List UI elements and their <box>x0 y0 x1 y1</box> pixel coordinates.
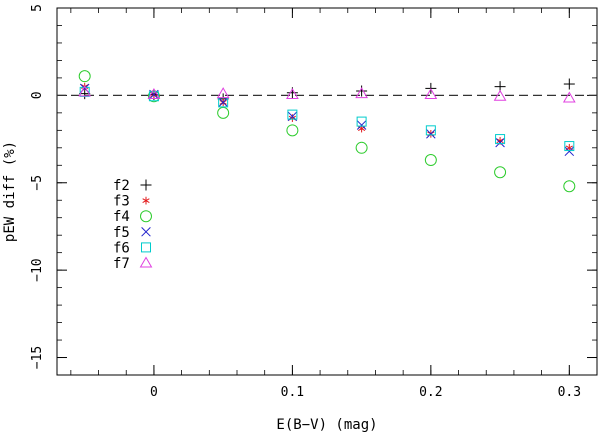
minor-ticks <box>57 7 598 376</box>
data-point-f7 <box>355 87 368 99</box>
legend-marker-f7 <box>139 256 153 268</box>
marker-shape <box>495 134 506 145</box>
legend-marker-f2 <box>140 179 152 191</box>
data-point-f7 <box>424 88 438 100</box>
legend-label-f5: f5 <box>113 225 130 241</box>
data-point-f7 <box>216 87 230 99</box>
marker-shape <box>562 91 576 103</box>
legend-label-f4: f4 <box>113 209 130 225</box>
marker-shape <box>287 109 298 120</box>
legend-label-f2: f2 <box>113 178 130 194</box>
y-tick-label: −5 <box>30 175 45 191</box>
marker-stroke <box>426 129 436 139</box>
marker-shape <box>356 116 367 127</box>
y-tick-label: 0 <box>30 91 45 99</box>
y-tick-label: −10 <box>30 258 45 281</box>
data-point-f7 <box>78 85 92 97</box>
major-ticks <box>57 7 597 375</box>
marker-stroke <box>564 146 575 157</box>
data-point-f5 <box>218 97 228 108</box>
legend-marker-f6 <box>141 242 151 253</box>
marker-stroke <box>496 138 504 144</box>
y-axis-label: pEW diff (%) <box>2 141 18 242</box>
marker-stroke <box>356 120 367 130</box>
data-point-f4 <box>563 180 576 193</box>
x-tick-label: 0.3 <box>558 385 581 400</box>
data-point-f5 <box>426 129 436 139</box>
marker-shape <box>424 154 437 167</box>
x-tick-label: 0 <box>150 385 158 400</box>
plot-frame <box>56 7 598 376</box>
legend-marker-f4 <box>140 210 152 223</box>
data-point-f6 <box>425 125 436 136</box>
data-point-f4 <box>147 90 160 103</box>
marker-shape <box>425 125 436 136</box>
marker-shape <box>78 85 92 97</box>
marker-shape <box>140 210 152 223</box>
data-point-f4 <box>355 141 368 154</box>
tick-labels: 0 0.1 0.2 0.3 5 0 −5 −10 −15 <box>30 4 581 400</box>
data-point-f5 <box>356 120 367 130</box>
marker-shape <box>563 180 576 193</box>
data-point-f6 <box>287 109 298 120</box>
data-points <box>78 70 576 193</box>
plot-border <box>56 7 598 376</box>
legend-label-f7: f7 <box>113 256 130 272</box>
legend-marker-f5 <box>141 227 151 237</box>
marker-shape <box>564 141 575 152</box>
legend-label-f3: f3 <box>113 194 130 210</box>
marker-shape <box>355 87 368 99</box>
marker-shape <box>493 89 507 101</box>
data-point-f6 <box>495 134 506 145</box>
marker-shape <box>286 88 299 100</box>
marker-shape <box>216 87 230 99</box>
data-point-f2 <box>563 78 575 90</box>
data-point-f4 <box>217 106 230 119</box>
data-point-f7 <box>562 91 576 103</box>
legend-marker-f3 <box>142 196 150 205</box>
marker-shape <box>494 166 507 179</box>
y-tick-label: −15 <box>30 346 45 369</box>
marker-shape <box>141 242 151 253</box>
marker-shape <box>147 90 160 103</box>
marker-shape <box>424 88 438 100</box>
y-tick-label: 5 <box>30 4 45 12</box>
data-point-f5 <box>495 137 505 148</box>
marker-shape <box>147 88 161 100</box>
data-point-f7 <box>493 89 507 101</box>
marker-shape <box>78 70 91 83</box>
data-point-f5 <box>564 146 575 157</box>
marker-stroke <box>141 227 151 237</box>
marker-stroke <box>218 97 228 108</box>
data-point-f6 <box>564 141 575 152</box>
data-point-f4 <box>424 154 437 167</box>
data-point-f4 <box>286 124 299 137</box>
x-tick-label: 0.1 <box>281 385 304 400</box>
data-point-f4 <box>78 70 91 83</box>
marker-shape <box>217 106 230 119</box>
marker-stroke <box>142 198 150 203</box>
marker-stroke <box>495 137 505 148</box>
data-point-f7 <box>286 88 299 100</box>
data-point-f4 <box>494 166 507 179</box>
marker-shape <box>355 141 368 154</box>
marker-shape <box>286 124 299 137</box>
x-axis-label: E(B−V) (mag) <box>276 417 377 433</box>
data-point-f6 <box>356 116 367 127</box>
data-point-f7 <box>147 88 161 100</box>
marker-shape <box>139 256 153 268</box>
x-tick-label: 0.2 <box>419 385 442 400</box>
legend-label-f6: f6 <box>113 240 130 256</box>
